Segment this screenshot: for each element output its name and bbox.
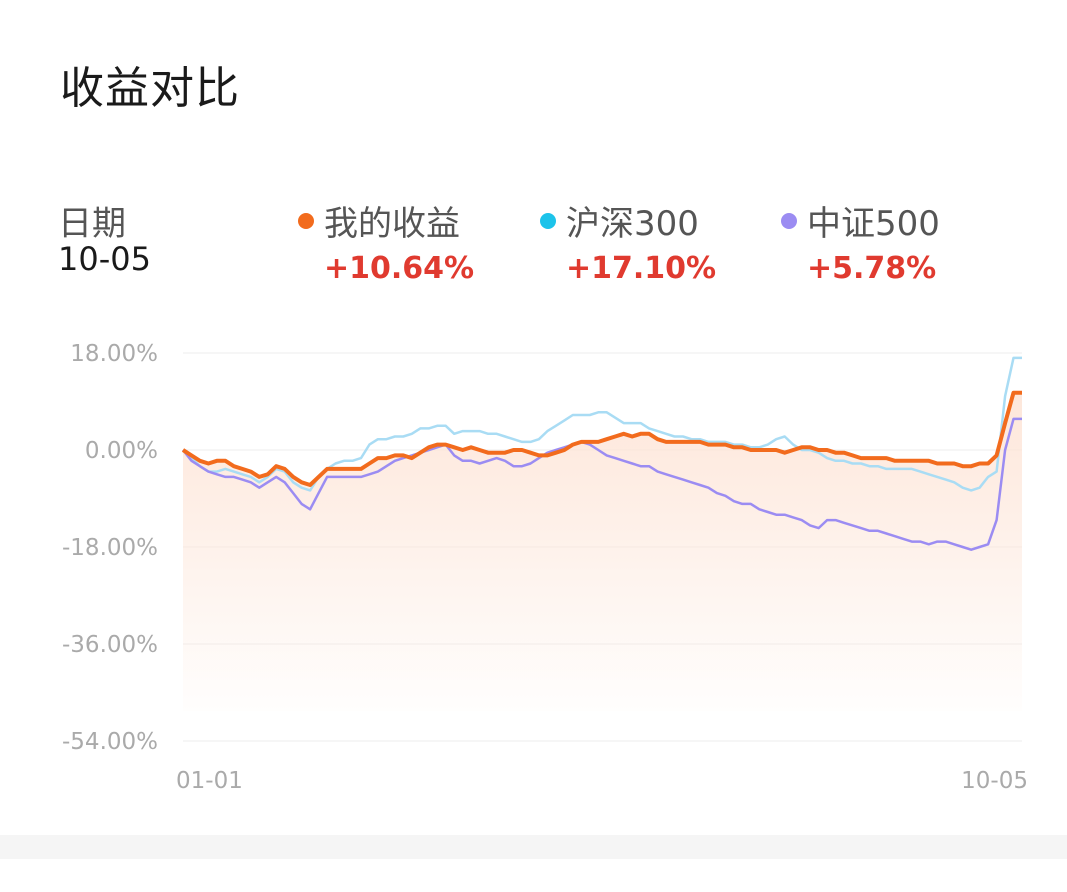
zz500-line <box>182 417 1022 551</box>
legend-value: +17.10% <box>566 251 717 286</box>
my-return-line <box>181 390 1022 487</box>
legend-item-hs300: 沪深300 +17.10% <box>540 196 716 286</box>
legend-item-my-return: 我的收益 +10.64% <box>298 196 474 286</box>
legend-value: +10.64% <box>324 251 475 286</box>
y-tick-label: -36.00% <box>62 632 158 658</box>
y-tick-label: 18.00% <box>70 341 158 367</box>
legend-value: +5.78% <box>807 251 937 286</box>
legend-dot-icon <box>540 212 556 229</box>
legend-dot-icon <box>781 212 797 229</box>
y-tick-label: 0.00% <box>85 438 158 464</box>
x-tick-label: 01-01 <box>176 768 243 794</box>
x-tick-label: 10-05 <box>961 768 1028 794</box>
y-tick-label: -18.00% <box>62 535 158 561</box>
y-tick-label: -54.00% <box>62 729 158 755</box>
legend-name: 中证500 <box>807 204 940 244</box>
legend-dot-icon <box>298 212 314 229</box>
my-return-area-fill <box>183 392 1022 711</box>
page-title: 收益对比 <box>60 63 240 114</box>
legend-name: 我的收益 <box>324 204 460 244</box>
legend-name: 沪深300 <box>566 204 699 244</box>
date-value: 10-05 <box>58 240 151 278</box>
footer-band <box>0 835 1067 859</box>
date-label: 日期 <box>58 204 126 244</box>
legend-item-zz500: 中证500 +5.78% <box>781 196 940 286</box>
